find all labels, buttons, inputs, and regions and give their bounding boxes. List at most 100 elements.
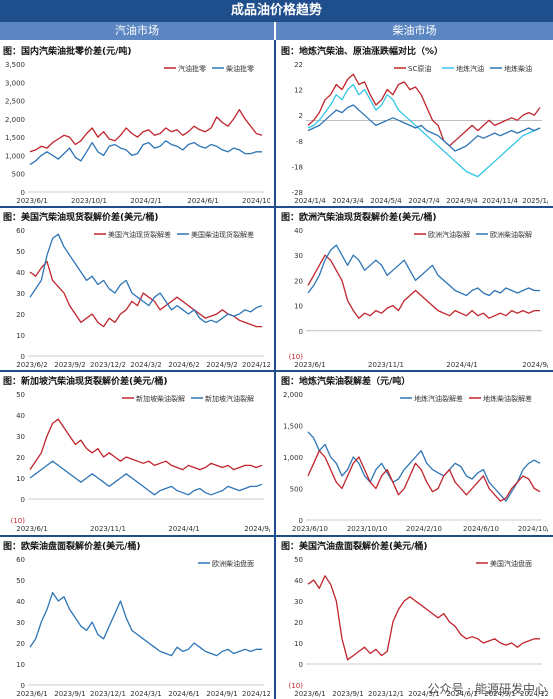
- column-divider: [274, 40, 276, 699]
- x-tick-label: 2023/6/1: [16, 525, 47, 533]
- legend-label: 新加坡柴油裂解: [136, 394, 185, 403]
- y-tick-label: 10: [294, 640, 303, 648]
- y-tick-label: 10: [16, 475, 25, 483]
- chart-singapore-spot-crack: (10) 0 10 20 30 40 50 2023/6/1 2023/11/1 2024/4/1…: [11, 391, 270, 533]
- y-tick-label: 0: [299, 328, 303, 336]
- y-tick-label: 40: [16, 598, 25, 606]
- y-tick-label: 2,000: [283, 391, 303, 399]
- legend-label: 地炼汽油: [456, 64, 484, 73]
- legend-label: 新加坡汽油裂解: [205, 394, 254, 403]
- series-line-1: [307, 244, 540, 297]
- chart-title: 图：国内汽柴油批零价差(元/吨): [3, 47, 132, 57]
- chart-title: 图：地炼汽柴油裂解差（元/吨）: [281, 377, 411, 387]
- y-tick-label: 1,000: [283, 454, 303, 462]
- series-line-2: [307, 104, 541, 152]
- y-tick-label: 1,500: [5, 134, 25, 142]
- legend-label: 地炼汽油裂解差: [414, 394, 463, 403]
- chart-us-spot-crack: 0 10 20 30 40 50 60 2023/6/2 2023/9/2 2023/12/2 20…: [16, 227, 270, 369]
- x-tick-label: 2024/12/1: [520, 690, 548, 698]
- series-line-0: [29, 591, 262, 657]
- chart-panel: 图：美国汽油盘面裂解价差(美元/桶) (10) 0 10 20 30 40 50 2023/6…: [278, 537, 548, 699]
- column-header-diesel: 柴油市场: [276, 22, 553, 40]
- y-tick-label: 50: [16, 577, 25, 585]
- y-tick-label: 20: [294, 277, 303, 285]
- y-tick-label: 500: [290, 486, 303, 494]
- x-tick-label: 2024/6/1: [187, 197, 218, 205]
- series-line-0: [29, 418, 263, 471]
- chart-domestic-wholesale-retail-spread: 0 500 1,000 1,500 2,000 2,500 3,000 3,500 2023/6…: [5, 61, 270, 205]
- y-tick-label: -28: [292, 189, 303, 197]
- x-tick-label: 2024/9/1: [484, 690, 515, 698]
- legend-label: 地炼柴油: [504, 64, 532, 73]
- y-tick-label: 12: [294, 87, 303, 95]
- y-tick-label: 60: [16, 556, 25, 564]
- x-tick-label: 2024/12/2: [242, 361, 270, 369]
- y-tick-label: 10: [16, 661, 25, 669]
- y-tick-label: 20: [16, 311, 25, 319]
- y-tick-label: 10: [294, 303, 303, 311]
- chart-panel: 图：地炼汽柴油裂解差（元/吨） 0 500 1,000 1,500 2,000 2023/…: [278, 372, 548, 534]
- y-tick-label: 0: [21, 496, 25, 504]
- x-tick-label: 2023/12/2: [90, 361, 126, 369]
- x-tick-label: 2023/11/1: [90, 525, 126, 533]
- series-line-0: [29, 109, 263, 153]
- x-tick-label: 2024/3/1: [130, 690, 161, 698]
- y-tick-label: 2: [299, 112, 303, 120]
- legend-label: 美国柴油现货裂解差: [191, 230, 254, 239]
- series-line-1: [29, 460, 263, 496]
- y-tick-label: 0: [21, 189, 25, 197]
- y-tick-label: 3,500: [5, 61, 25, 69]
- x-tick-label: 2023/6/10: [292, 525, 328, 533]
- y-tick-label: 40: [16, 412, 25, 420]
- y-tick-label: 60: [16, 227, 25, 235]
- x-tick-label: 2023/6/1: [294, 361, 325, 369]
- y-tick-label: 0: [21, 682, 25, 690]
- y-tick-label: 0: [299, 517, 303, 525]
- y-tick-label: -8: [296, 138, 303, 146]
- legend-label: SC原油: [408, 64, 431, 73]
- x-tick-label: 2024/7/4: [408, 197, 440, 205]
- y-tick-label: 30: [294, 598, 303, 606]
- x-tick-label: 2023/10/10: [347, 525, 387, 533]
- x-tick-label: 2024/6/1: [168, 690, 199, 698]
- x-tick-label: 2023/6/1: [294, 690, 325, 698]
- y-tick-label: (10): [11, 517, 26, 525]
- chart-europe-spot-crack: (10) 0 10 20 30 40 2023/6/1 2023/11/1 2024/4/1 20…: [289, 227, 548, 369]
- x-tick-label: 2023/12/1: [90, 690, 126, 698]
- legend-label: 柴油批零: [226, 64, 254, 73]
- chart-title: 图：新加坡汽柴油现货裂解价差(美元/桶): [3, 377, 168, 387]
- y-tick-label: 3,000: [5, 79, 25, 87]
- column-header-gasoline: 汽油市场: [0, 22, 274, 40]
- x-tick-label: 2023/12/1: [368, 690, 404, 698]
- x-tick-label: 2023/6/2: [16, 361, 47, 369]
- x-tick-label: 2024/2/10: [406, 525, 442, 533]
- y-tick-label: 1,000: [5, 152, 25, 160]
- x-tick-label: 2024/4/1: [446, 361, 477, 369]
- y-tick-label: 2,500: [5, 98, 25, 106]
- chart-panel: 图：国内汽柴油批零价差(元/吨) 0 500 1,000 1,500 2,000 2,50…: [0, 42, 270, 205]
- legend-label: 美国汽油盘面: [490, 559, 532, 568]
- x-tick-label: 2024/5/4: [370, 197, 402, 205]
- x-tick-label: 2024/6/10: [463, 525, 499, 533]
- legend-label: 欧洲柴油盘面: [212, 559, 254, 568]
- chart-panel: 图：美国汽柴油现货裂解价差(美元/桶) 0 10 20 30 40 50 60 2023/6/…: [0, 208, 270, 370]
- x-tick-label: 2023/9/2: [54, 361, 85, 369]
- y-tick-label: (10): [289, 353, 304, 361]
- y-tick-label: 500: [12, 171, 25, 179]
- x-tick-label: 2023/6/1: [16, 197, 47, 205]
- x-tick-label: 2024/6/2: [168, 361, 199, 369]
- series-line-0: [307, 73, 541, 147]
- x-tick-label: 2023/10/1: [71, 197, 107, 205]
- y-tick-label: 30: [16, 290, 25, 298]
- page-title: 成品油价格趋势: [0, 0, 553, 22]
- series-line-0: [29, 260, 262, 328]
- legend-label: 欧洲汽油裂解: [428, 230, 470, 239]
- y-tick-label: 20: [16, 640, 25, 648]
- y-tick-label: 22: [294, 61, 303, 69]
- x-tick-label: 2025/1/4: [522, 197, 548, 205]
- x-tick-label: 2024/9/4: [446, 197, 478, 205]
- y-tick-label: 30: [16, 433, 25, 441]
- x-tick-label: 2024/9/1: [244, 525, 270, 533]
- x-tick-label: 2023/9/1: [332, 690, 363, 698]
